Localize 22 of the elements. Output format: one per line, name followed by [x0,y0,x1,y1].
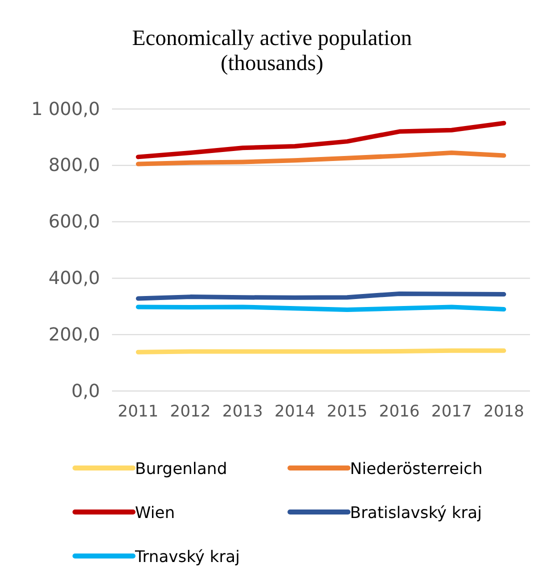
x-tick-label: 2011 [118,401,158,420]
x-tick-label: 2018 [484,401,524,420]
y-tick-label: 1 000,0 [31,98,100,120]
x-tick-label: 2017 [431,401,472,420]
y-tick-label: 800,0 [48,155,100,176]
x-tick-label: 2014 [274,401,316,420]
legend-label: Trnavský kraj [134,547,240,566]
chart-title: Economically active population (thousands) [132,25,412,75]
y-tick-label: 200,0 [48,324,100,346]
line-series [136,150,506,166]
x-tick-label: 2016 [379,401,420,420]
y-tick-label: 400,0 [48,268,100,289]
line-series [136,120,506,160]
x-tick-label: 2012 [170,401,211,420]
x-tick-label: 2013 [222,401,263,420]
y-tick-label: 0,0 [71,380,100,402]
legend-label: Bratislavský kraj [350,503,482,522]
y-tick-label: 600,0 [48,212,100,233]
x-tick-label: 2015 [326,401,368,420]
legend-label: Wien [135,503,175,522]
legend-label: Burgenland [135,459,228,478]
legend-label: Niederösterreich [350,459,482,478]
